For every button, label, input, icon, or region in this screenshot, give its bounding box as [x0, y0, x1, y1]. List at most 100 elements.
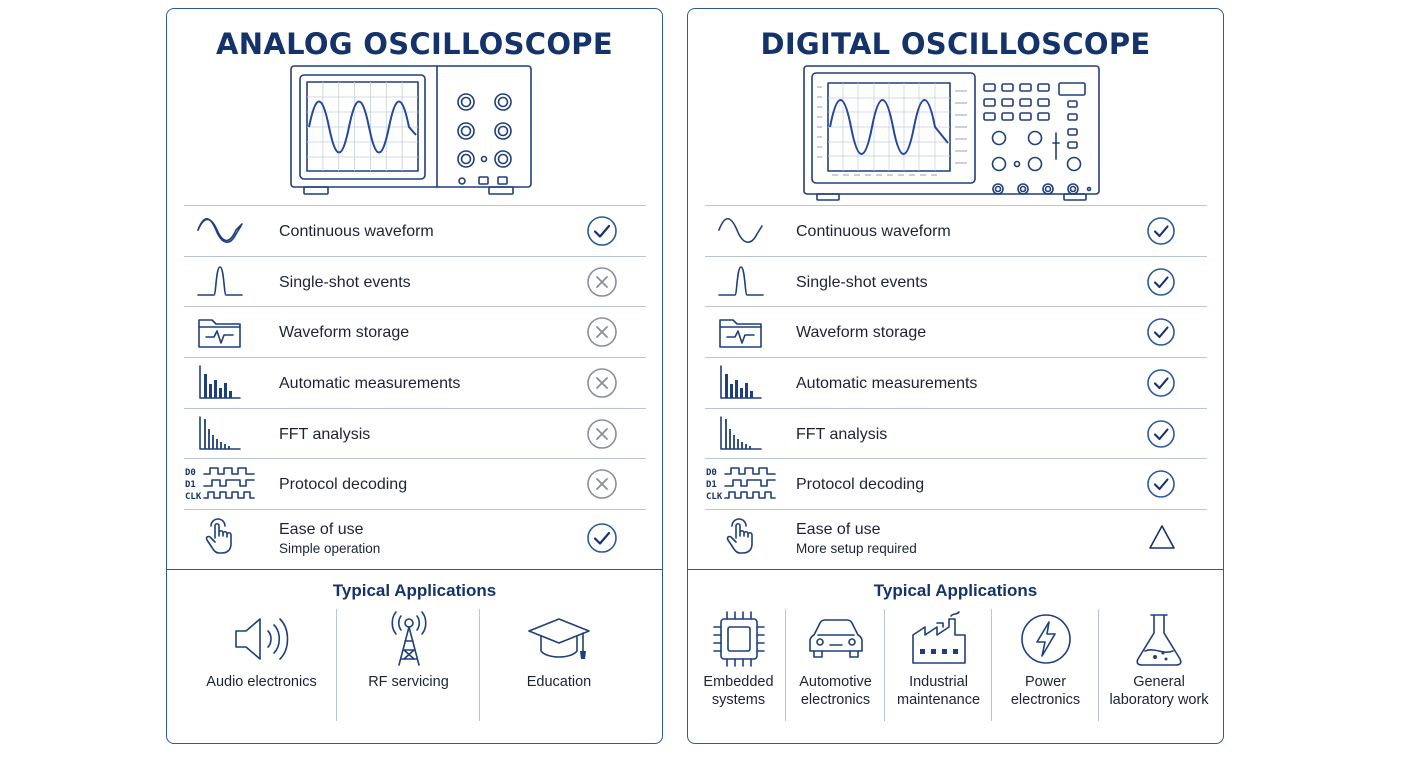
digital-oscilloscope-icon — [803, 65, 1100, 201]
application-item: RF servicing — [336, 609, 480, 721]
feature-row: Continuous waveform — [184, 205, 646, 256]
feature-row: Waveform storage — [705, 306, 1207, 357]
feature-label-main: Ease of use — [279, 521, 364, 539]
application-label: General laboratory work — [1109, 674, 1209, 708]
digital-signals-icon: D0 D1 CLK — [185, 467, 255, 502]
sine-wave-icon — [197, 217, 243, 243]
analog-panel: ANALOG OSCILLOSCOPE — [166, 8, 663, 744]
single-pulse-icon — [197, 265, 243, 296]
bar-chart-icon — [720, 365, 762, 399]
feature-label: Waveform storage — [796, 324, 927, 342]
lightning-icon — [1020, 614, 1071, 664]
bar-chart-icon — [199, 365, 241, 399]
feature-row: Continuous waveform — [705, 205, 1207, 256]
feature-row: Ease of use Simple operation — [184, 509, 646, 574]
cross-icon — [587, 418, 617, 449]
application-label: Education — [526, 674, 592, 690]
feature-label: Protocol decoding — [279, 476, 408, 494]
application-label: Industrial maintenance — [896, 674, 981, 708]
applications-title: Typical Applications — [332, 581, 497, 600]
graduation-cap-icon — [528, 618, 590, 659]
warning-triangle-icon — [1149, 525, 1175, 549]
analog-feature-list: Continuous waveform Single-shot events W — [184, 205, 646, 574]
application-label: RF servicing — [368, 674, 449, 690]
feature-sublabel: Simple operation — [279, 541, 381, 557]
check-icon — [1147, 217, 1175, 245]
signal-label: CLK — [706, 492, 723, 502]
signal-label: D1 — [185, 480, 196, 490]
feature-row: FFT analysis — [184, 407, 646, 459]
digital-title: DIGITAL OSCILLOSCOPE — [760, 27, 1151, 61]
folder-waveform-icon — [198, 319, 241, 349]
feature-label: Automatic measurements — [796, 375, 978, 393]
feature-label: Ease of use Simple operation — [279, 521, 380, 556]
digital-panel: DIGITAL OSCILLOSCOPE — [687, 8, 1224, 744]
application-label: Audio electronics — [206, 674, 317, 690]
feature-label: Single-shot events — [279, 273, 411, 291]
cross-icon — [587, 368, 617, 398]
feature-row: D0 D1 CLK Protocol decoding — [705, 458, 1207, 509]
feature-label: Ease of use More setup required — [796, 521, 917, 556]
feature-label-main: Ease of use — [796, 521, 881, 539]
application-item: Audio electronics — [187, 609, 336, 721]
folder-waveform-icon — [719, 319, 762, 349]
cross-icon — [587, 317, 617, 348]
check-icon — [1147, 419, 1175, 448]
feature-label: Waveform storage — [279, 324, 410, 342]
spectrum-icon — [720, 415, 762, 450]
feature-row: Ease of use More setup required — [705, 509, 1207, 574]
application-item: Automotive electronics — [785, 609, 885, 721]
application-item: Embedded systems — [692, 609, 785, 721]
feature-label: FFT analysis — [796, 425, 888, 443]
application-label: Embedded systems — [703, 674, 774, 708]
check-icon — [1147, 318, 1175, 347]
feature-label: Automatic measurements — [279, 375, 461, 393]
digital-feature-list: Continuous waveform Single-shot events W — [705, 205, 1207, 574]
check-icon — [1147, 369, 1175, 397]
application-label: Automotive electronics — [799, 674, 872, 708]
check-icon — [1147, 267, 1175, 296]
sine-wave-icon — [718, 217, 763, 243]
application-item: General laboratory work — [1098, 609, 1219, 721]
feature-label: FFT analysis — [279, 425, 371, 443]
application-label: Power electronics — [1010, 674, 1081, 708]
cross-icon — [587, 266, 617, 297]
spectrum-icon — [199, 415, 241, 450]
chip-icon — [712, 611, 765, 667]
feature-row: Automatic measurements — [705, 357, 1207, 408]
applications-divider — [167, 569, 662, 570]
feature-label: Single-shot events — [796, 273, 928, 291]
digital-signals-icon: D0 D1 CLK — [706, 467, 776, 502]
flask-icon — [1136, 614, 1182, 666]
signal-label: D0 — [706, 468, 717, 478]
application-item: Industrial maintenance — [884, 609, 992, 721]
signal-label: D1 — [706, 480, 717, 490]
feature-row: Waveform storage — [184, 306, 646, 357]
applications-divider — [688, 569, 1223, 570]
check-icon — [587, 216, 617, 246]
feature-row: Automatic measurements — [184, 357, 646, 408]
antenna-tower-icon — [390, 611, 427, 666]
feature-label: Continuous waveform — [796, 223, 951, 240]
feature-label: Continuous waveform — [279, 223, 434, 240]
feature-sublabel: More setup required — [796, 541, 917, 557]
feature-row: D0 D1 CLK Protocol decoding — [184, 458, 646, 509]
application-item: Power electronics — [991, 609, 1099, 721]
touch-hand-icon — [726, 518, 753, 554]
speaker-icon — [234, 618, 288, 660]
car-icon — [808, 619, 863, 658]
analog-title: ANALOG OSCILLOSCOPE — [216, 27, 613, 61]
single-pulse-icon — [718, 265, 764, 296]
check-icon — [1147, 470, 1175, 499]
feature-row: FFT analysis — [705, 407, 1207, 459]
check-icon — [587, 523, 617, 553]
application-item: Education — [479, 609, 638, 721]
signal-label: CLK — [185, 492, 202, 502]
cross-icon — [587, 469, 617, 500]
applications-title: Typical Applications — [873, 581, 1038, 600]
feature-label: Protocol decoding — [796, 476, 925, 494]
feature-row: Single-shot events — [705, 255, 1207, 307]
touch-hand-icon — [205, 518, 232, 554]
factory-icon — [911, 611, 966, 664]
analog-oscilloscope-icon — [290, 65, 532, 195]
